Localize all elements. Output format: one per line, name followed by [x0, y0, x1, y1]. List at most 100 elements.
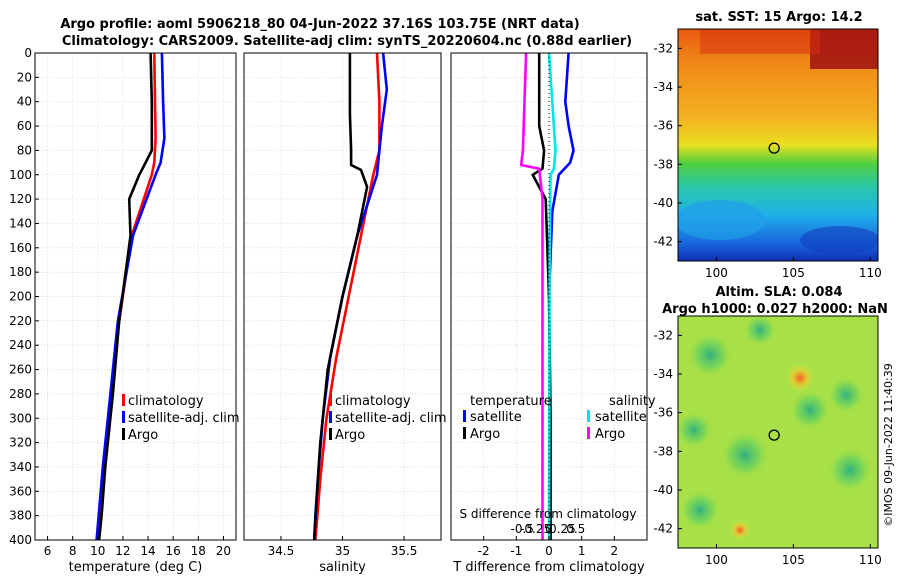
map-title: Altim. SLA: 0.084	[716, 285, 843, 300]
x-tick-label: 18	[191, 544, 206, 558]
series-line-salinity-argo	[519, 52, 544, 540]
legend-swatch	[329, 394, 332, 406]
x-axis-label: temperature (deg C)	[69, 560, 203, 575]
y-tick-label: -38	[653, 444, 673, 458]
y-tick-label: -42	[653, 235, 673, 249]
top-x-tick-label: -0.25	[520, 522, 551, 536]
x-tick-label: -2	[478, 544, 490, 558]
y-tick-label: -32	[653, 41, 673, 55]
map-subtitle: Argo h1000: 0.027 h2000: NaN	[662, 302, 888, 317]
temperature-panel: 6 8 10 12 14 16 18 20 temperature (deg C) 0 20 40 60…	[9, 46, 240, 575]
y-tick-label: 100	[9, 168, 32, 182]
legend-label: Argo	[595, 427, 625, 442]
map-frame	[677, 28, 879, 262]
y-tick-label: 80	[17, 143, 32, 157]
legend-label: satellite-adj. clim	[335, 411, 447, 426]
sla-eddy	[680, 490, 720, 530]
sst-cold-patch	[800, 226, 878, 254]
y-tick-label: 20	[17, 70, 32, 84]
sst-warm-patch	[810, 29, 878, 69]
series-line-satellite-adj-clim	[95, 52, 166, 541]
y-tick-label: -38	[653, 157, 673, 171]
series-line-argo	[312, 53, 369, 541]
sst-cool-eddy	[678, 200, 765, 240]
y-tick-label: 120	[9, 192, 32, 206]
y-tick-label: 140	[9, 216, 32, 230]
sst-map-panel: 100 105 110 -32 -34 -36 -38 -40 -42 sat. SST: 15 …	[653, 10, 881, 280]
legend-label: climatology	[335, 394, 411, 409]
y-tick-label: 340	[9, 460, 32, 474]
sla-map-panel: 100 105 110 -32 -34 -36 -38 -40 -42 Altim. SLA: 0…	[653, 285, 887, 567]
sla-warm-anomaly	[730, 520, 750, 540]
y-tick-label: 200	[9, 290, 32, 304]
y-tick-label: 300	[9, 411, 32, 425]
map-title: sat. SST: 15 Argo: 14.2	[695, 10, 862, 25]
x-tick-label: 10	[90, 544, 105, 558]
y-tick-label: 260	[9, 363, 32, 377]
x-tick-label: 8	[69, 544, 77, 558]
legend-label: satellite-adj. clim	[128, 411, 240, 426]
difference-panel: -2 -1 0 1 2 T difference from climatology S di…	[450, 52, 656, 575]
y-tick-label: 360	[9, 484, 32, 498]
x-tick-label: 110	[859, 553, 882, 567]
sla-eddy	[828, 377, 864, 413]
y-tick-label: 40	[17, 95, 32, 109]
x-tick-label: 110	[859, 266, 882, 280]
x-tick-label: 20	[216, 544, 231, 558]
series-line-temperature-satellite	[547, 52, 575, 297]
x-tick-label: 1	[578, 544, 586, 558]
sla-eddy	[790, 390, 830, 430]
series-line-argo	[97, 52, 154, 541]
sst-warm-band	[700, 29, 820, 54]
y-tick-label: -40	[653, 196, 673, 210]
x-tick-label: 12	[115, 544, 130, 558]
header-title-line2: Climatology: CARS2009. Satellite-adj cli…	[62, 34, 632, 49]
legend-swatch	[122, 394, 125, 406]
top-x-axis-label: S difference from climatology	[460, 507, 637, 521]
legend-swatch	[463, 410, 466, 422]
x-tick-label: -1	[510, 544, 522, 558]
x-tick-label: 105	[782, 553, 805, 567]
x-axis-label: salinity	[319, 560, 366, 575]
y-tick-label: -32	[653, 328, 673, 342]
y-tick-label: 60	[17, 119, 32, 133]
y-tick-label: -42	[653, 522, 673, 536]
x-tick-label: 100	[705, 553, 728, 567]
map-frame	[677, 315, 879, 549]
legend-title-temperature: temperature	[470, 394, 552, 409]
legend-label: Argo	[470, 427, 500, 442]
legend-swatch	[329, 411, 332, 423]
y-tick-label: -34	[653, 80, 673, 94]
top-x-tick-label: 0	[545, 522, 553, 536]
x-axis-label: T difference from climatology	[452, 560, 645, 575]
top-x-tick-label: -0.5	[511, 522, 534, 536]
sla-warm-anomaly	[786, 364, 814, 392]
x-tick-label: 2	[611, 544, 619, 558]
sla-eddy	[744, 316, 776, 346]
y-tick-label: 280	[9, 387, 32, 401]
x-tick-label: 35.5	[391, 544, 418, 558]
x-tick-label: 34.5	[268, 544, 295, 558]
y-tick-label: 160	[9, 241, 32, 255]
x-tick-label: 6	[44, 544, 52, 558]
x-tick-label: 14	[140, 544, 155, 558]
legend-label: climatology	[128, 394, 204, 409]
legend-label: satellite	[470, 410, 522, 425]
y-tick-label: 0	[24, 46, 32, 60]
sla-eddy	[688, 333, 732, 377]
copyright-timestamp: ©IMOS 09-Jun-2022 11:40:39	[882, 363, 895, 527]
legend-swatch	[587, 427, 590, 439]
legend-label: Argo	[128, 428, 158, 443]
y-tick-label: -40	[653, 483, 673, 497]
y-tick-label: 320	[9, 436, 32, 450]
x-tick-label: 100	[705, 266, 728, 280]
top-x-tick-label: 0.25	[549, 522, 576, 536]
legend-label: satellite	[595, 410, 647, 425]
argo-location-marker	[768, 142, 780, 154]
x-tick-label: 35	[335, 544, 350, 558]
salinity-panel: 34.5 35 35.5 salinity climatology satellite-a…	[243, 52, 447, 575]
legend-title-salinity: salinity	[609, 394, 656, 409]
y-tick-label: 220	[9, 314, 32, 328]
